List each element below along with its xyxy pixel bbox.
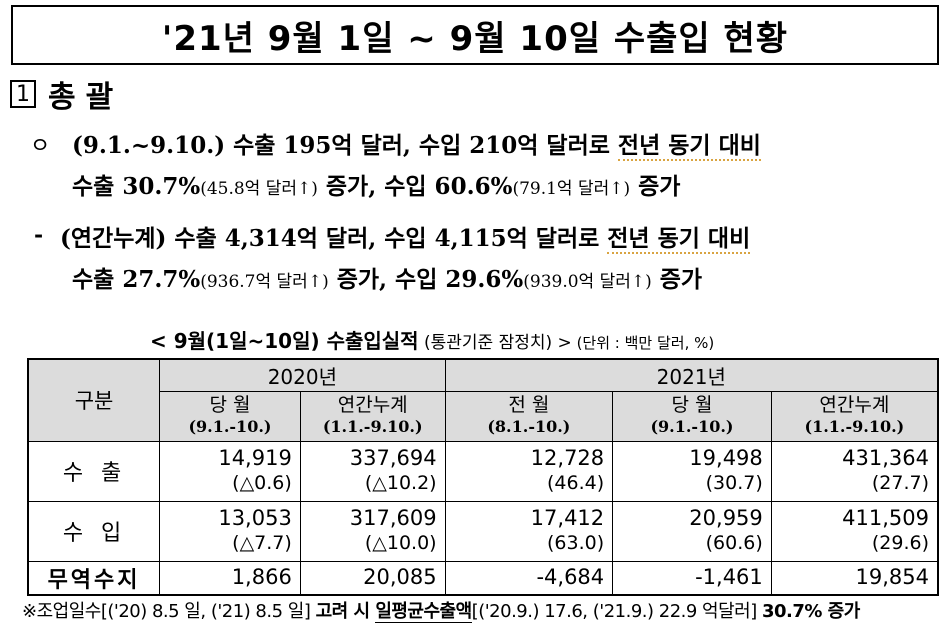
- summary-line-4: 수출 27.7%(936.7억 달러↑) 증가, 수입 29.6%(939.0억…: [72, 266, 703, 293]
- table-cell: 20,085: [299, 560, 446, 595]
- header-gubun: 구분: [27, 358, 161, 442]
- header-column: 전 월 (8.1.-10.): [444, 390, 614, 442]
- table-cell: 411,509 (29.6): [770, 500, 939, 562]
- row-label: 수입: [27, 500, 161, 562]
- summary-line-2: 수출 30.7%(45.8억 달러↑) 증가, 수입 60.6%(79.1억 달…: [72, 173, 681, 200]
- header-year-2021: 2021년: [444, 358, 939, 392]
- table-cell: 1,866: [159, 560, 301, 595]
- section-number: 1: [10, 80, 36, 108]
- summary-line-3: (연간누계) 수출 4,314억 달러, 수입 4,115억 달러로 전년 동기…: [60, 225, 751, 254]
- row-label: 수출: [27, 440, 161, 502]
- header-column: 당 월 (9.1.-10.): [159, 390, 301, 442]
- header-column: 연간누계 (1.1.-9.10.): [299, 390, 446, 442]
- table-cell: 431,364 (27.7): [770, 440, 939, 502]
- table-row-export: 수출 14,919 (△0.6) 337,694 (△10.2) 12,728 (46…: [27, 440, 939, 502]
- table-cell: 317,609 (△10.0): [299, 500, 446, 562]
- table-row-import: 수입 13,053 (△7.7) 317,609 (△10.0) 17,412 (63…: [27, 500, 939, 562]
- header-year-2020: 2020년: [159, 358, 446, 392]
- underlined-phrase: 전년 동기 대비: [607, 225, 751, 254]
- table-cell: 14,919 (△0.6): [159, 440, 301, 502]
- row-label: 무역수지: [27, 560, 161, 595]
- section-title: 총괄: [48, 80, 124, 115]
- section-header: 1 총괄: [10, 76, 123, 115]
- circle-bullet-icon: ㅇ: [30, 134, 51, 159]
- table-row-balance: 무역수지 1,866 20,085 -4,684 -1,461 19,854: [27, 560, 939, 595]
- table-cell: 337,694 (△10.2): [299, 440, 446, 502]
- table-cell: 12,728 (46.4): [444, 440, 614, 502]
- table-cell: 19,854: [770, 560, 939, 595]
- underlined-phrase: 전년 동기 대비: [617, 132, 761, 161]
- page-title: '21년 9월 1일 ~ 9월 10일 수출입 현황: [11, 5, 939, 65]
- header-column: 연간누계 (1.1.-9.10.): [770, 390, 939, 442]
- trade-table: 구분 2020년 2021년 당 월 (9.1.-10.) 연간누계 (1.1.-9…: [27, 358, 939, 596]
- table-cell: 19,498 (30.7): [612, 440, 772, 502]
- unit-label: (단위 : 백만 달러, %): [571, 334, 715, 352]
- table-cell: -4,684: [444, 560, 614, 595]
- header-column: 당 월 (9.1.-10.): [612, 390, 772, 442]
- table-cell: 20,959 (60.6): [612, 500, 772, 562]
- summary-line-1: (9.1.~9.10.) 수출 195억 달러, 수입 210억 달러로 전년 …: [72, 132, 761, 161]
- footnote: ※조업일수[('20) 8.5 일, ('21) 8.5 일] 고려 시 일평균…: [22, 601, 860, 623]
- table-caption: < 9월(1일~10일) 수출입실적 (통관기준 잠정치) > (단위 : 백만…: [150, 329, 715, 353]
- dash-bullet-icon: -: [34, 222, 44, 248]
- table-cell: 17,412 (63.0): [444, 500, 614, 562]
- table-cell: 13,053 (△7.7): [159, 500, 301, 562]
- table-cell: -1,461: [612, 560, 772, 595]
